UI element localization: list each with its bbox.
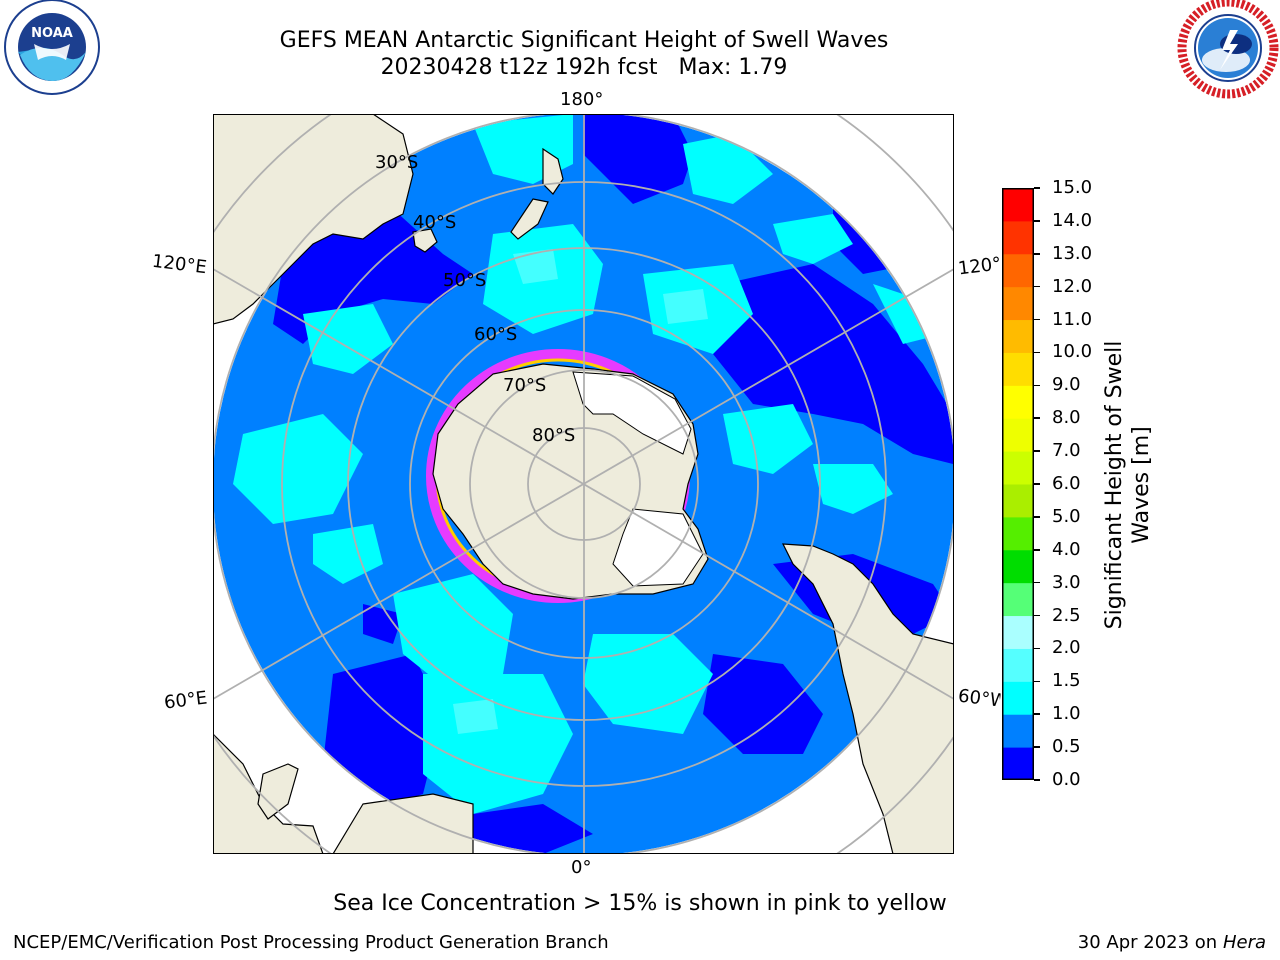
colorbar-tick-label: 8.0	[1052, 407, 1081, 429]
colorbar-tick-label: 3.0	[1052, 571, 1081, 593]
colorbar-tick-mark	[1034, 713, 1040, 715]
colorbar-segment	[1002, 714, 1034, 748]
colorbar-segment	[1002, 253, 1034, 288]
colorbar-tick-label: 12.0	[1052, 275, 1093, 297]
colorbar-tick-label: 6.0	[1052, 473, 1081, 494]
colorbar-tick-label: 1.5	[1052, 670, 1081, 692]
colorbar-tick-label: 5.0	[1052, 505, 1081, 527]
low-swell-regions	[273, 114, 953, 854]
colorbar-segment	[1002, 615, 1034, 649]
colorbar-tick-mark	[1034, 581, 1040, 584]
colorbar-tick-mark	[1034, 549, 1040, 551]
colorbar-tick-mark	[1034, 647, 1040, 650]
colorbar-tick-label: 9.0	[1052, 374, 1081, 396]
lon-label-120e: 120°E	[150, 250, 208, 279]
max-value: Max: 1.79	[678, 55, 788, 80]
lon-label-120w: 120°W	[956, 253, 1002, 280]
chart-title: GEFS MEAN Antarctic Significant Height o…	[279, 28, 889, 53]
colorbar-tick-label: 15.0	[1052, 177, 1093, 198]
colorbar-tick-mark	[1034, 450, 1040, 452]
colorbar-svg	[1002, 188, 1034, 781]
lat-label-80s: 80°S	[532, 425, 575, 446]
colorbar-segment	[1002, 484, 1034, 518]
colorbar-tick-mark	[1034, 483, 1040, 485]
colorbar-segment	[1002, 648, 1034, 682]
colorbar-tick-label: 4.0	[1052, 538, 1081, 560]
colorbar-tick-label: 0.0	[1052, 769, 1081, 790]
colorbar-tick-label: 2.0	[1052, 637, 1081, 659]
colorbar-segment	[1002, 418, 1034, 452]
colorbar-border	[1002, 188, 1034, 780]
lon-label-180: 180°	[560, 89, 604, 110]
colorbar-tick-mark	[1034, 187, 1040, 189]
sea-ice-note: Sea Ice Concentration > 15% is shown in …	[333, 891, 947, 916]
colorbar-tick-label: 2.5	[1052, 604, 1081, 626]
colorbar-segment	[1002, 286, 1034, 321]
nws-logo	[1176, 0, 1280, 100]
footer-date-text: 30 Apr 2023 on	[1077, 932, 1218, 953]
colorbar-tick-mark	[1034, 220, 1040, 222]
colorbar-segment	[1002, 747, 1034, 781]
lat-label-30s: 30°S	[375, 152, 418, 173]
colorbar-tick-mark	[1034, 285, 1040, 288]
polar-map: 30°S 40°S 50°S 60°S 70°S 80°S	[213, 114, 954, 854]
forecast-run: 20230428 t12z 192h fcst	[380, 55, 658, 80]
colorbar-segment	[1002, 220, 1034, 255]
footer-host: Hera	[1222, 932, 1266, 953]
colorbar-segment	[1002, 549, 1034, 584]
colorbar-tick-label: 1.0	[1052, 703, 1081, 725]
colorbar-ticks: 0.0 0.5 1.0 1.5 2.0 2.5 3.0 4.0 5.0 6.0 7.0 8.0 9.0 1…	[1034, 178, 1114, 790]
colorbar-tick-mark	[1034, 417, 1040, 419]
colorbar-label: Significant Height of Swell Waves [m]	[1102, 340, 1154, 630]
colorbar-segment	[1002, 188, 1034, 222]
colorbar-tick-mark	[1034, 680, 1040, 683]
lat-labels: 30°S 40°S 50°S 60°S 70°S 80°S	[375, 152, 575, 446]
lon-label-60w: 60°W	[956, 685, 1002, 712]
colorbar-segment	[1002, 681, 1034, 715]
colorbar-tick-label: 10.0	[1052, 341, 1093, 363]
chart-subtitle: 20230428 t12z 192h fcst Max: 1.79	[0, 55, 1168, 81]
colorbar-tick-mark	[1034, 318, 1040, 321]
polar-map-svg: 30°S 40°S 50°S 60°S 70°S 80°S	[213, 114, 954, 854]
colorbar-segment	[1002, 451, 1034, 485]
colorbar-tick-label: 11.0	[1052, 308, 1093, 330]
colorbar-segment	[1002, 352, 1034, 386]
colorbar-tick-mark	[1034, 516, 1040, 518]
colorbar-segment	[1002, 385, 1034, 419]
lat-label-50s: 50°S	[443, 270, 486, 291]
colorbar-tick-mark	[1034, 351, 1040, 354]
lat-label-40s: 40°S	[413, 212, 456, 233]
noaa-logo: NOAA	[2, 0, 102, 100]
colorbar-tick-label: 0.5	[1052, 736, 1081, 758]
colorbar-tick-mark	[1034, 253, 1040, 255]
lon-label-0: 0°	[571, 857, 592, 878]
colorbar-tick-mark	[1034, 384, 1040, 387]
colorbar-tick-mark	[1034, 614, 1040, 617]
footer-date: 30 Apr 2023 on Hera	[1078, 932, 1266, 953]
colorbar	[1002, 188, 1034, 781]
colorbar-segment	[1002, 319, 1034, 353]
land	[213, 114, 954, 854]
lat-label-70s: 70°S	[503, 375, 546, 396]
lon-label-60e: 60°E	[162, 687, 209, 714]
colorbar-tick-label: 7.0	[1052, 440, 1081, 462]
colorbar-tick-label: 13.0	[1052, 242, 1093, 264]
colorbar-segment	[1002, 516, 1034, 551]
lat-label-60s: 60°S	[474, 324, 517, 345]
noaa-logo-text: NOAA	[31, 26, 73, 41]
colorbar-segment	[1002, 582, 1034, 617]
colorbar-tick-mark	[1034, 779, 1040, 781]
colorbar-tick-mark	[1034, 746, 1040, 748]
footer-branch: NCEP/EMC/Verification Post Processing Pr…	[13, 932, 609, 953]
ice-shelf	[572, 371, 692, 455]
graticule	[213, 114, 954, 854]
colorbar-tick-label: 14.0	[1052, 209, 1093, 231]
